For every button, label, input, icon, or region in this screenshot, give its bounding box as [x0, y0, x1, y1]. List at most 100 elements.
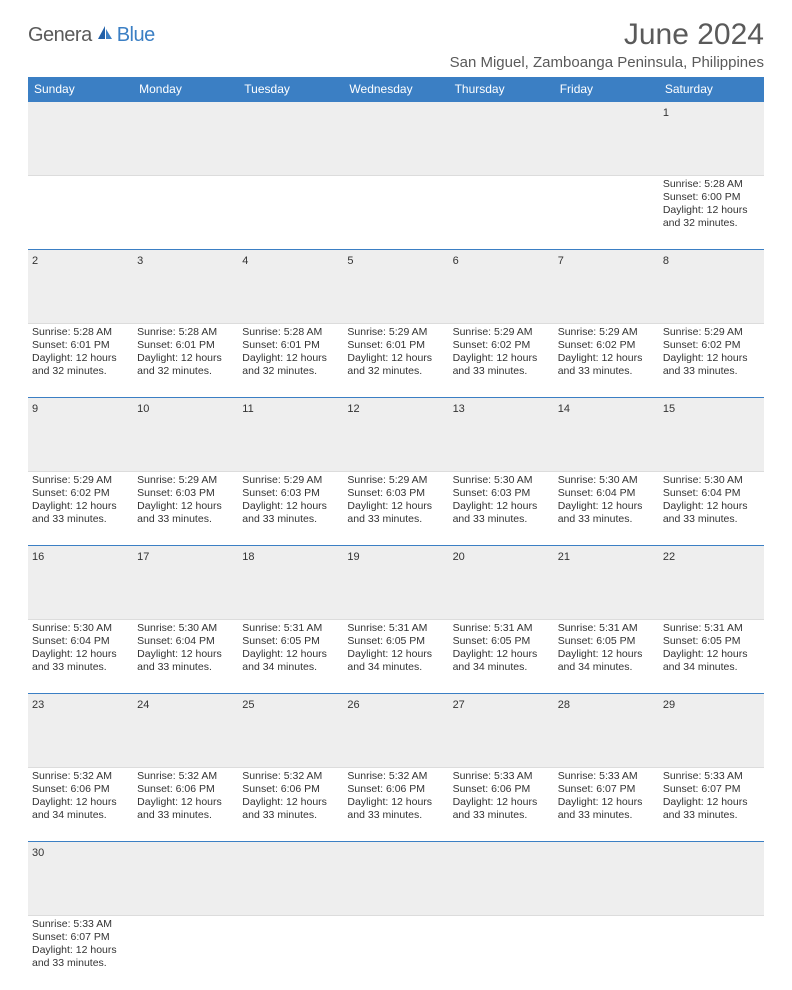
day-info: Sunrise: 5:29 AMSunset: 6:03 PMDaylight:…	[343, 472, 448, 531]
day-number-cell: 29	[659, 694, 764, 768]
day-content-cell	[554, 176, 659, 250]
day-number-cell: 11	[238, 398, 343, 472]
logo-text-blue: Blue	[117, 24, 155, 47]
day-content-cell: Sunrise: 5:29 AMSunset: 6:02 PMDaylight:…	[28, 472, 133, 546]
day-number-cell	[238, 102, 343, 176]
day-number-cell: 4	[238, 250, 343, 324]
day-content-cell: Sunrise: 5:29 AMSunset: 6:03 PMDaylight:…	[343, 472, 448, 546]
day-info: Sunrise: 5:30 AMSunset: 6:04 PMDaylight:…	[554, 472, 659, 531]
day-number-cell: 18	[238, 546, 343, 620]
day-info: Sunrise: 5:30 AMSunset: 6:04 PMDaylight:…	[659, 472, 764, 531]
day-header: Monday	[133, 77, 238, 102]
day-number: 10	[137, 403, 149, 415]
day-content-cell	[28, 176, 133, 250]
day-number-row: 30	[28, 842, 764, 916]
day-number-cell: 16	[28, 546, 133, 620]
day-content-row: Sunrise: 5:30 AMSunset: 6:04 PMDaylight:…	[28, 620, 764, 694]
day-header: Sunday	[28, 77, 133, 102]
day-content-cell: Sunrise: 5:32 AMSunset: 6:06 PMDaylight:…	[343, 768, 448, 842]
day-number-row: 2345678	[28, 250, 764, 324]
day-content-cell: Sunrise: 5:28 AMSunset: 6:00 PMDaylight:…	[659, 176, 764, 250]
day-number: 1	[663, 107, 669, 119]
day-info: Sunrise: 5:33 AMSunset: 6:06 PMDaylight:…	[449, 768, 554, 827]
day-content-cell: Sunrise: 5:30 AMSunset: 6:04 PMDaylight:…	[133, 620, 238, 694]
day-number-cell: 28	[554, 694, 659, 768]
day-number-cell: 3	[133, 250, 238, 324]
day-number: 16	[32, 551, 44, 563]
day-info: Sunrise: 5:31 AMSunset: 6:05 PMDaylight:…	[343, 620, 448, 679]
day-number-cell: 8	[659, 250, 764, 324]
day-content-cell	[449, 916, 554, 990]
day-content-cell: Sunrise: 5:30 AMSunset: 6:04 PMDaylight:…	[554, 472, 659, 546]
day-content-cell: Sunrise: 5:31 AMSunset: 6:05 PMDaylight:…	[449, 620, 554, 694]
day-number: 24	[137, 699, 149, 711]
day-number-cell: 19	[343, 546, 448, 620]
location-text: San Miguel, Zamboanga Peninsula, Philipp…	[450, 54, 764, 71]
day-content-cell: Sunrise: 5:29 AMSunset: 6:02 PMDaylight:…	[554, 324, 659, 398]
day-number-cell: 27	[449, 694, 554, 768]
day-number: 19	[347, 551, 359, 563]
day-number-cell	[133, 102, 238, 176]
day-number-cell	[554, 842, 659, 916]
day-number-cell: 14	[554, 398, 659, 472]
day-number-cell: 15	[659, 398, 764, 472]
day-info: Sunrise: 5:29 AMSunset: 6:01 PMDaylight:…	[343, 324, 448, 383]
day-header: Tuesday	[238, 77, 343, 102]
day-info: Sunrise: 5:31 AMSunset: 6:05 PMDaylight:…	[238, 620, 343, 679]
day-number: 27	[453, 699, 465, 711]
day-number-cell: 9	[28, 398, 133, 472]
day-content-cell: Sunrise: 5:31 AMSunset: 6:05 PMDaylight:…	[343, 620, 448, 694]
day-number: 23	[32, 699, 44, 711]
day-content-cell: Sunrise: 5:29 AMSunset: 6:02 PMDaylight:…	[449, 324, 554, 398]
day-content-row: Sunrise: 5:28 AMSunset: 6:00 PMDaylight:…	[28, 176, 764, 250]
day-number-cell: 17	[133, 546, 238, 620]
day-content-cell: Sunrise: 5:32 AMSunset: 6:06 PMDaylight:…	[238, 768, 343, 842]
day-number: 13	[453, 403, 465, 415]
day-info: Sunrise: 5:32 AMSunset: 6:06 PMDaylight:…	[343, 768, 448, 827]
day-number: 15	[663, 403, 675, 415]
day-number-cell	[238, 842, 343, 916]
day-number: 30	[32, 847, 44, 859]
calendar-head: SundayMondayTuesdayWednesdayThursdayFrid…	[28, 77, 764, 102]
day-number-cell	[343, 102, 448, 176]
day-content-cell: Sunrise: 5:30 AMSunset: 6:04 PMDaylight:…	[28, 620, 133, 694]
day-number-cell	[554, 102, 659, 176]
day-number-cell: 6	[449, 250, 554, 324]
day-number: 25	[242, 699, 254, 711]
day-info: Sunrise: 5:30 AMSunset: 6:04 PMDaylight:…	[133, 620, 238, 679]
day-number-row: 16171819202122	[28, 546, 764, 620]
day-number-cell: 23	[28, 694, 133, 768]
day-number: 4	[242, 255, 248, 267]
day-content-cell	[238, 916, 343, 990]
day-content-cell: Sunrise: 5:32 AMSunset: 6:06 PMDaylight:…	[28, 768, 133, 842]
day-content-cell: Sunrise: 5:29 AMSunset: 6:01 PMDaylight:…	[343, 324, 448, 398]
day-number: 2	[32, 255, 38, 267]
day-number-cell	[449, 102, 554, 176]
day-info: Sunrise: 5:31 AMSunset: 6:05 PMDaylight:…	[659, 620, 764, 679]
day-content-row: Sunrise: 5:28 AMSunset: 6:01 PMDaylight:…	[28, 324, 764, 398]
day-number: 26	[347, 699, 359, 711]
calendar-body: 1 Sunrise: 5:28 AMSunset: 6:00 PMDaylight…	[28, 102, 764, 990]
day-info: Sunrise: 5:29 AMSunset: 6:02 PMDaylight:…	[659, 324, 764, 383]
day-info: Sunrise: 5:33 AMSunset: 6:07 PMDaylight:…	[28, 916, 133, 975]
day-info: Sunrise: 5:28 AMSunset: 6:01 PMDaylight:…	[133, 324, 238, 383]
day-number: 7	[558, 255, 564, 267]
day-content-cell: Sunrise: 5:29 AMSunset: 6:03 PMDaylight:…	[133, 472, 238, 546]
day-number-cell	[28, 102, 133, 176]
page-header: Genera Blue June 2024 San Miguel, Zamboa…	[28, 18, 764, 71]
day-info: Sunrise: 5:31 AMSunset: 6:05 PMDaylight:…	[554, 620, 659, 679]
day-content-cell	[659, 916, 764, 990]
day-info: Sunrise: 5:29 AMSunset: 6:02 PMDaylight:…	[449, 324, 554, 383]
day-number: 21	[558, 551, 570, 563]
day-info: Sunrise: 5:32 AMSunset: 6:06 PMDaylight:…	[133, 768, 238, 827]
day-content-cell: Sunrise: 5:28 AMSunset: 6:01 PMDaylight:…	[133, 324, 238, 398]
day-info: Sunrise: 5:33 AMSunset: 6:07 PMDaylight:…	[554, 768, 659, 827]
day-number-cell: 1	[659, 102, 764, 176]
day-info: Sunrise: 5:29 AMSunset: 6:02 PMDaylight:…	[554, 324, 659, 383]
day-info: Sunrise: 5:28 AMSunset: 6:01 PMDaylight:…	[28, 324, 133, 383]
day-header: Wednesday	[343, 77, 448, 102]
day-number-row: 9101112131415	[28, 398, 764, 472]
day-info: Sunrise: 5:28 AMSunset: 6:01 PMDaylight:…	[238, 324, 343, 383]
day-info: Sunrise: 5:30 AMSunset: 6:04 PMDaylight:…	[28, 620, 133, 679]
day-content-row: Sunrise: 5:32 AMSunset: 6:06 PMDaylight:…	[28, 768, 764, 842]
